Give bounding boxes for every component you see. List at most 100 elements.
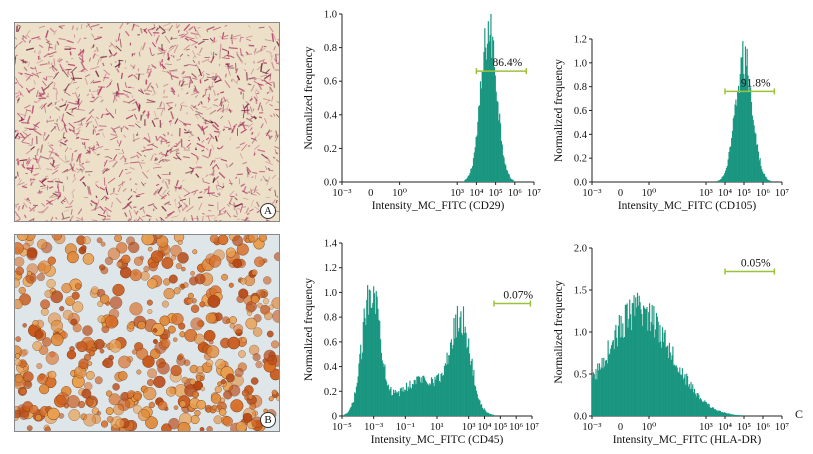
histogram-bar <box>629 299 631 416</box>
histogram-bar <box>690 382 692 416</box>
histogram-bar <box>738 415 740 416</box>
histogram-bar <box>346 413 348 416</box>
histogram-bar <box>688 384 690 416</box>
histogram-bar <box>711 407 713 416</box>
histogram-bar <box>401 391 403 416</box>
histogram-bar <box>603 357 605 416</box>
histogram-bar <box>650 322 652 416</box>
histogram-bar <box>675 365 677 416</box>
histogram-bar <box>407 386 409 416</box>
histogram-bar <box>418 376 420 416</box>
y-tick-label: 1.0 <box>324 10 337 21</box>
histogram-bar <box>758 160 760 182</box>
histogram-bar <box>660 341 662 416</box>
y-tick-label: 1.2 <box>324 263 337 274</box>
histogram-bar <box>710 408 712 416</box>
histogram-bar <box>718 180 720 182</box>
histogram-bar <box>487 412 489 416</box>
histogram-bar <box>689 389 691 416</box>
histogram-bar <box>709 407 711 416</box>
histogram-bar <box>721 176 723 182</box>
histogram-bar <box>762 171 764 182</box>
histogram-bar <box>462 306 465 416</box>
y-tick-label: 0.4 <box>324 362 338 373</box>
histogram-bar <box>592 376 594 416</box>
histogram-bar <box>406 390 408 416</box>
histogram-bar <box>363 308 365 416</box>
histogram-bar <box>623 336 626 416</box>
histogram-bar <box>347 412 349 416</box>
histogram-bar <box>741 57 743 182</box>
histogram-bar <box>726 165 728 182</box>
histogram-bar <box>366 299 368 416</box>
histogram-bar <box>686 373 688 416</box>
histogram-bar <box>630 314 632 416</box>
histogram-bar <box>466 177 468 182</box>
histogram-bar <box>616 337 618 416</box>
histogram-bar <box>464 180 466 182</box>
histogram-bar <box>661 347 663 416</box>
histogram-bar <box>443 374 445 416</box>
histogram-bar <box>371 307 373 416</box>
histogram-bar <box>731 130 734 182</box>
histogram-bar <box>731 414 734 416</box>
micrograph-b-cells <box>15 235 279 431</box>
histogram-bar <box>668 342 671 416</box>
histogram-bar <box>395 391 397 416</box>
histogram-bar <box>611 341 614 416</box>
histogram-bar <box>465 178 468 182</box>
histogram-bar <box>646 307 648 416</box>
x-tick-label: 10⁻³ <box>582 188 601 199</box>
histogram-bar <box>409 380 411 416</box>
histogram-bar <box>404 389 406 416</box>
histogram-bar <box>456 305 459 416</box>
histogram-bar <box>605 359 607 416</box>
histogram-bar <box>636 292 639 416</box>
histogram-bar <box>459 317 461 416</box>
histogram-bar <box>379 321 381 416</box>
histogram-bar <box>642 325 644 416</box>
histogram-bar <box>449 342 452 416</box>
histogram-bar <box>377 308 379 416</box>
x-tick-label: 10⁷ <box>775 188 790 199</box>
histogram-bar <box>466 348 468 416</box>
histogram-bar <box>386 385 389 416</box>
histogram-bar <box>480 88 482 182</box>
histogram-bar <box>756 144 758 182</box>
histogram-bar <box>721 412 723 416</box>
x-tick-label: 10¹ <box>430 422 444 433</box>
histogram-bar <box>637 305 639 416</box>
histogram-bar <box>596 379 598 416</box>
histogram-bar <box>400 387 402 416</box>
x-tick-label: 10⁶ <box>756 188 771 199</box>
histogram-bar <box>373 293 376 416</box>
histogram-bar <box>744 46 747 183</box>
y-axis-label: Normalized frequency <box>303 278 315 381</box>
histogram-bar <box>672 346 674 416</box>
x-tick-label: 10⁵ <box>737 422 752 433</box>
histogram-bar <box>468 353 471 416</box>
histogram-bar <box>693 392 695 416</box>
histogram-bar <box>355 386 357 416</box>
histogram-bar <box>706 404 709 416</box>
histogram-bar <box>617 346 619 416</box>
histogram-bar <box>372 302 374 416</box>
histogram-bar <box>750 87 752 182</box>
histogram-bar <box>367 314 370 416</box>
histogram-bar <box>735 99 737 182</box>
histogram-bar <box>458 327 460 416</box>
histogram-bar <box>634 315 636 416</box>
histogram-bar <box>353 402 355 416</box>
histogram-bar <box>465 332 467 416</box>
histogram-bar <box>473 369 475 416</box>
histogram-bar <box>468 175 470 182</box>
histogram-bar <box>626 303 628 416</box>
x-tick-label: 10⁻⁵ <box>332 422 352 433</box>
x-tick-label: 10⁻³ <box>364 422 383 433</box>
histogram-bar <box>738 92 740 182</box>
histogram-bar <box>765 176 767 182</box>
histogram-bar <box>418 376 421 416</box>
y-tick-label: 0.0 <box>324 178 337 189</box>
histogram-bar <box>477 121 479 182</box>
x-tick-label: 10⁰ <box>642 422 657 433</box>
